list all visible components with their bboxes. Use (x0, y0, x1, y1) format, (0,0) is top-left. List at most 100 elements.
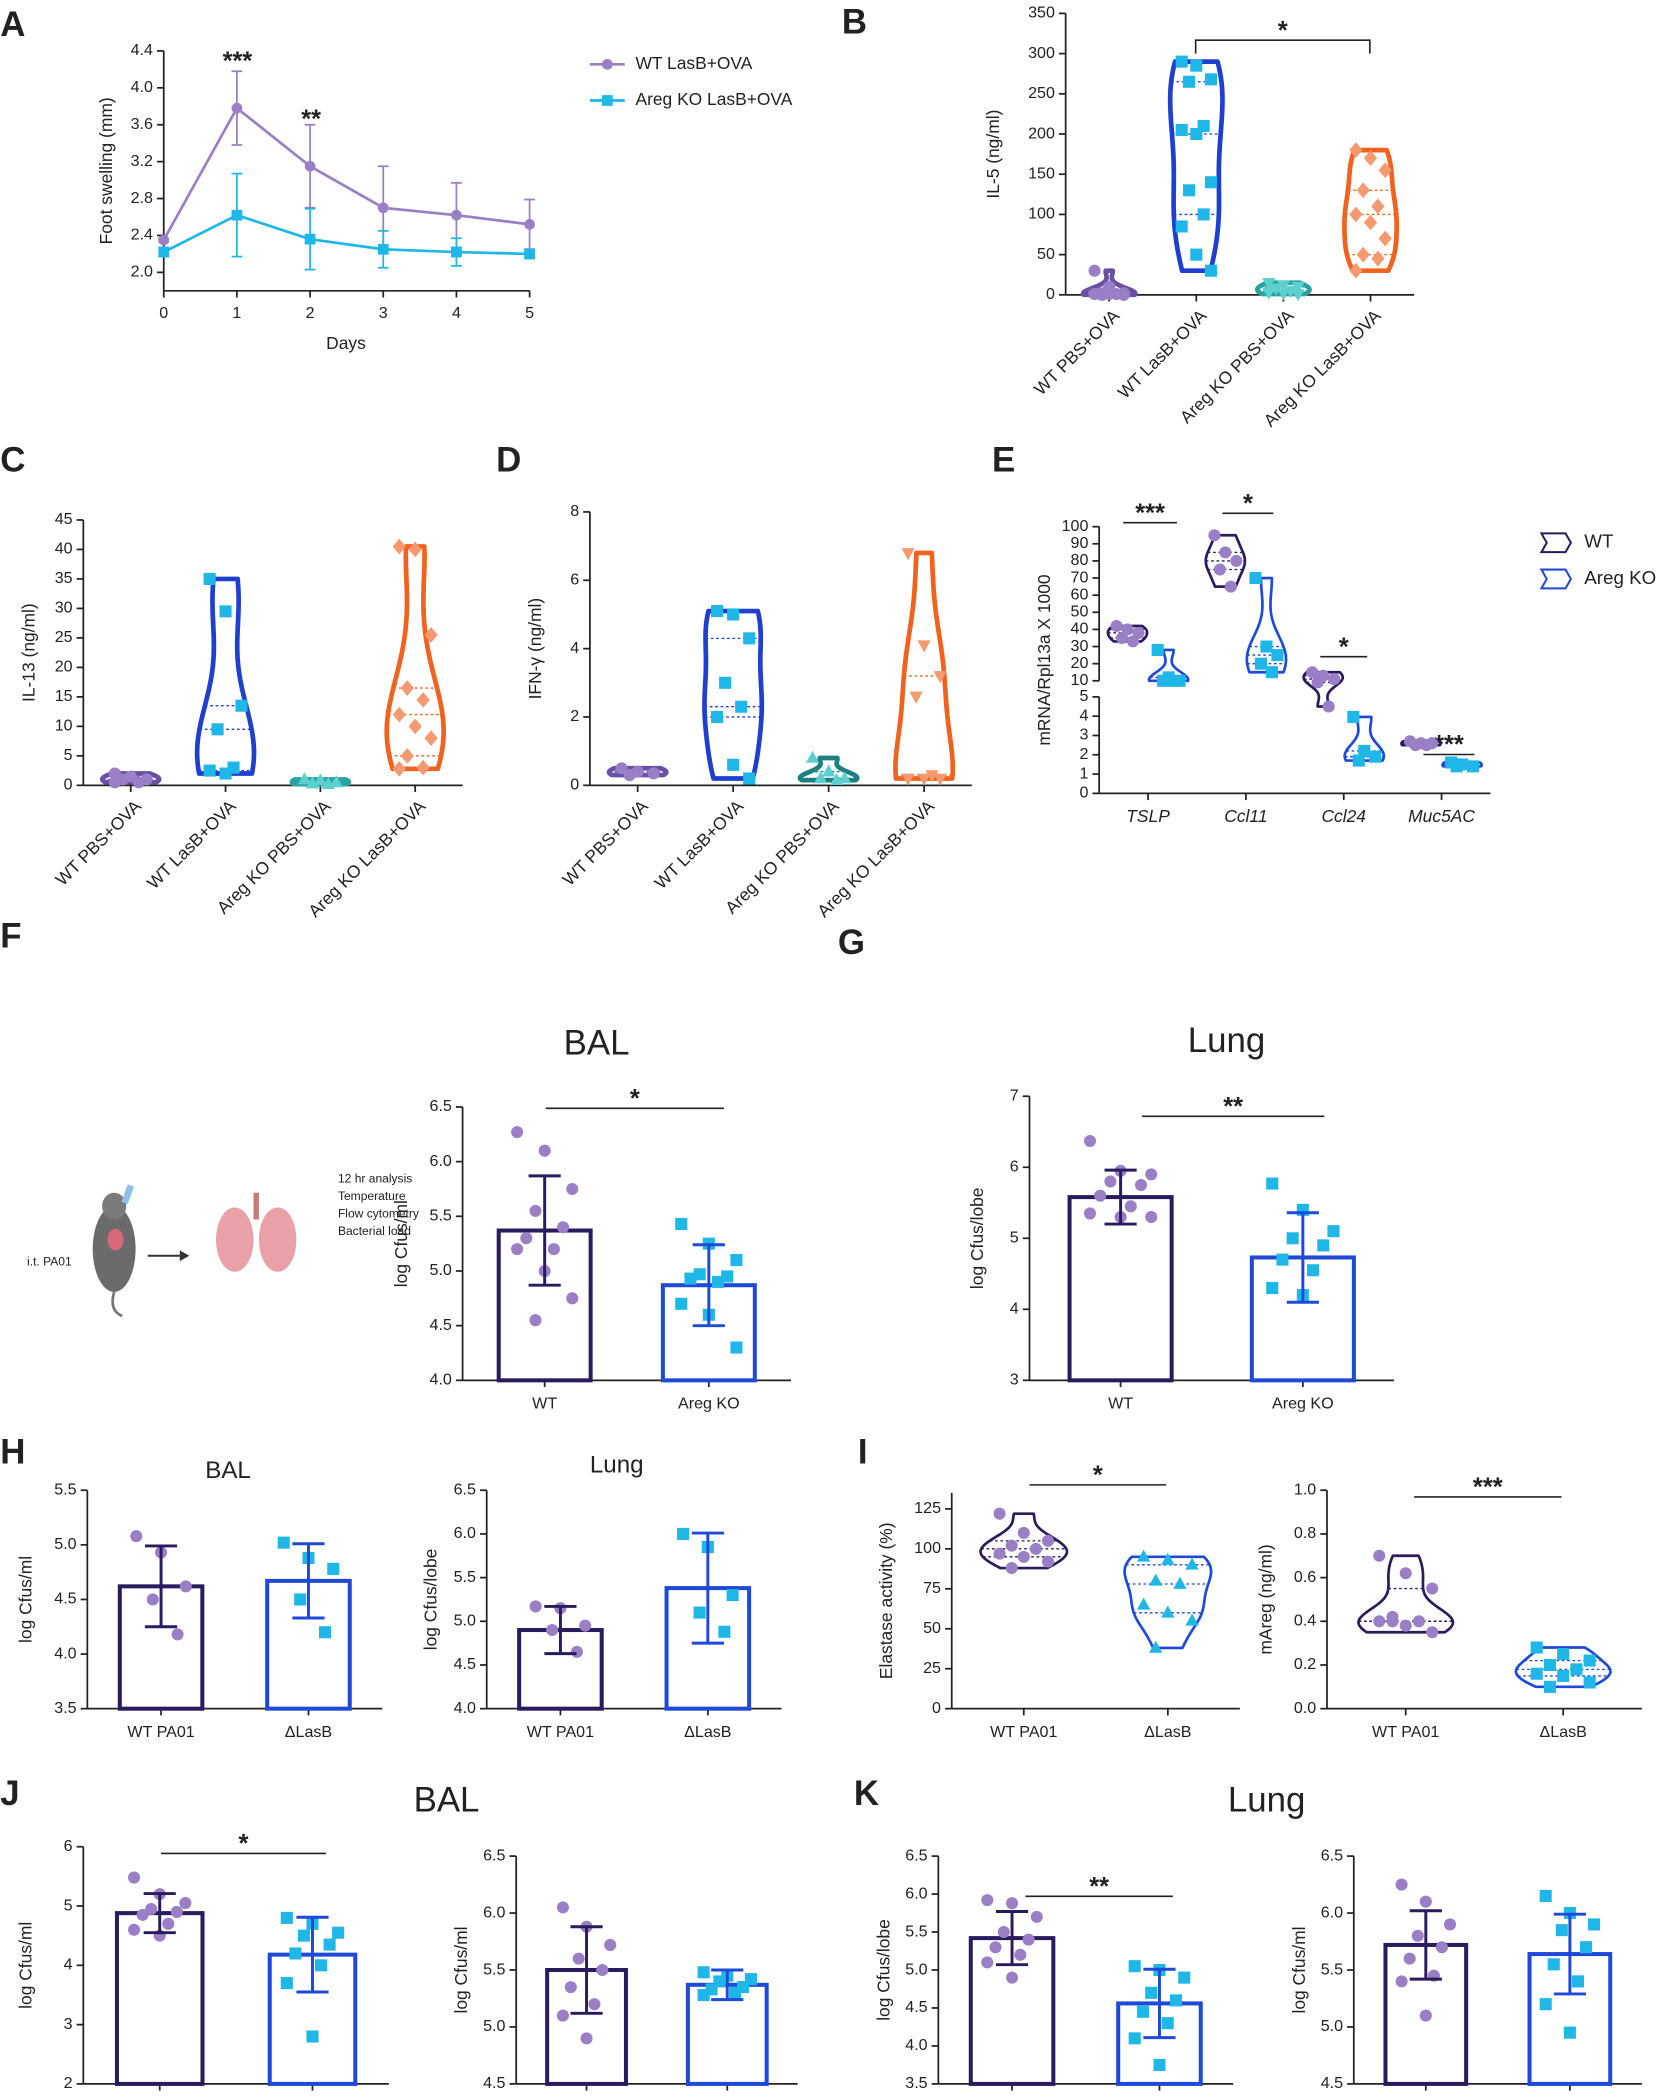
point (1271, 649, 1284, 662)
x-tick-label: WT+ΔLasR (545, 2098, 628, 2100)
point (1161, 1605, 1175, 1618)
point (805, 750, 820, 763)
y-tick-label: 60 (1071, 585, 1089, 603)
point (1230, 554, 1243, 567)
error-bar (296, 1915, 329, 1994)
y-tick-label: 40 (1071, 620, 1089, 638)
x-tick-label: WT PBS+OVA (51, 796, 145, 890)
y-tick-label: 6.5 (1321, 1846, 1343, 1864)
point (697, 1966, 710, 1979)
point (1539, 1998, 1552, 2011)
chart-title: BAL (414, 1781, 480, 1820)
error-bar (692, 1243, 725, 1328)
y-tick-label: 6.5 (483, 1846, 505, 1864)
annotation: * (1243, 490, 1253, 518)
point (677, 1527, 690, 1540)
legend-label: WT (1584, 531, 1614, 552)
point (1149, 1573, 1163, 1586)
y-tick-label: 0 (1046, 285, 1055, 303)
panel-letter: H (0, 1432, 25, 1471)
y-tick-label: 5.0 (54, 1535, 76, 1553)
y-tick-label: 6.5 (430, 1097, 452, 1115)
illustration: i.t. PA01 12 hr analysis Temperature Flo… (27, 1172, 419, 1318)
y-axis-label: mAreg (ng/ml) (1255, 1544, 1275, 1654)
point (572, 1952, 585, 1965)
y-tick-label: 6.5 (454, 1480, 476, 1498)
point (1006, 1897, 1019, 1910)
point (377, 243, 389, 255)
point (727, 608, 740, 621)
y-tick-label: 15 (55, 687, 73, 705)
point (179, 1897, 192, 1910)
y-tick-label: 5.5 (483, 1960, 505, 1978)
error-bar (711, 1968, 744, 2002)
point (400, 747, 414, 764)
point (1190, 59, 1203, 72)
annotation: *** (1135, 499, 1165, 527)
y-tick-label: 3 (64, 2015, 73, 2033)
x-tick-label: 0 (159, 304, 168, 322)
point (1017, 1526, 1030, 1539)
y-axis-label: log Cfus/ml (391, 1200, 411, 1287)
point (1014, 1948, 1027, 1961)
point (1094, 1189, 1107, 1202)
point (1291, 289, 1305, 302)
point (615, 762, 628, 775)
point (1579, 1941, 1593, 1954)
point (170, 1905, 183, 1918)
x-tick-label: WT (532, 1395, 557, 1413)
violin (1357, 1554, 1455, 1634)
point (158, 234, 170, 246)
annotation: * (1093, 1462, 1103, 1490)
y-tick-label: 4 (64, 1956, 73, 1974)
y-tick-label: 3.5 (54, 1699, 76, 1717)
y-tick-label: 6.0 (454, 1524, 476, 1542)
point (130, 1530, 143, 1543)
x-tick-label: WT LasB+OVA (143, 796, 240, 893)
y-tick-label: 4.0 (131, 78, 153, 96)
point (280, 1977, 293, 1990)
point (297, 772, 312, 785)
point (1307, 1264, 1320, 1277)
chart-title: Lung (1228, 1781, 1305, 1820)
violin (1123, 1555, 1213, 1650)
y-axis-label: log Cfus/ml (451, 1926, 471, 2013)
point (579, 1619, 592, 1632)
annotation: ** (1223, 1093, 1243, 1121)
x-tick-label: Areg KO (678, 1395, 740, 1413)
y-tick-label: 2.4 (131, 226, 153, 244)
error-bar (1143, 1967, 1176, 2040)
y-axis-label: log Cfus/lobe (967, 1187, 987, 1289)
point (1543, 1658, 1556, 1672)
point (1182, 75, 1196, 88)
y-tick-label: 5.0 (905, 1960, 927, 1978)
point (1265, 666, 1278, 679)
point (304, 160, 316, 172)
point (203, 764, 216, 777)
violin (1343, 715, 1386, 762)
y-tick-label: 30 (1071, 637, 1089, 655)
y-tick-label: 0 (932, 1699, 941, 1717)
point (1539, 1889, 1552, 1902)
point (1347, 710, 1360, 723)
point (1157, 674, 1170, 687)
y-axis-label: mRNA/Rpl13a X 1000 (1034, 574, 1054, 745)
point (1145, 1210, 1158, 1224)
point (1124, 1200, 1137, 1213)
point (1395, 1975, 1408, 1988)
point (1153, 2058, 1166, 2071)
point (1555, 1924, 1568, 1937)
point (1543, 1680, 1556, 1693)
point (1185, 1557, 1199, 1570)
arrow-head (179, 1250, 190, 1262)
point (1588, 1918, 1601, 1931)
point (1571, 1975, 1584, 1988)
y-tick-label: 4.0 (54, 1644, 76, 1662)
point (556, 2009, 569, 2022)
point (917, 773, 931, 786)
bar (968, 1936, 1056, 2086)
y-tick-label: 250 (1028, 84, 1055, 102)
point (1213, 563, 1226, 576)
point (1349, 206, 1363, 223)
violin (979, 1512, 1069, 1570)
